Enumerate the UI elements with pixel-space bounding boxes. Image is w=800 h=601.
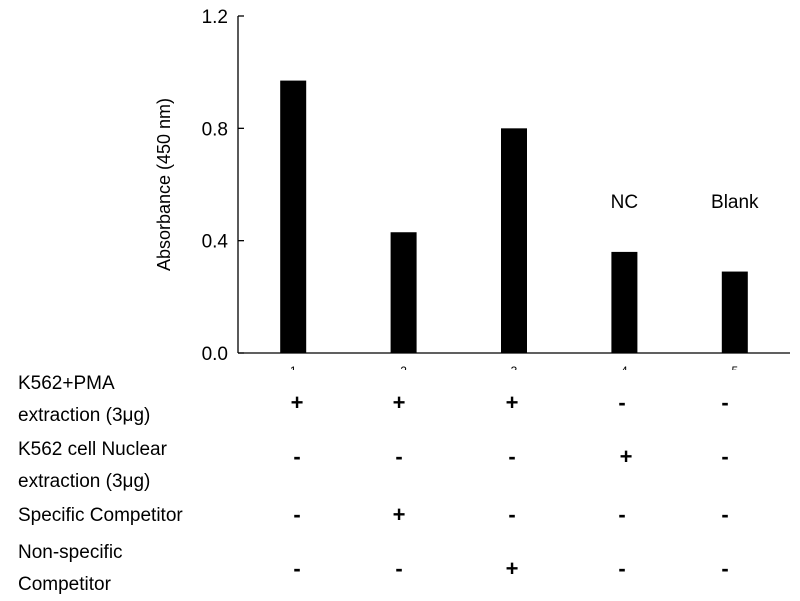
condition-label-line: K562 cell Nuclear bbox=[18, 439, 167, 460]
x-category-label: 5 bbox=[731, 364, 738, 370]
bar bbox=[721, 271, 748, 353]
condition-symbol: - bbox=[721, 444, 729, 469]
condition-symbol: + bbox=[505, 390, 519, 415]
condition-symbol: - bbox=[395, 444, 403, 469]
y-tick-label: 0.0 bbox=[202, 344, 228, 365]
condition-symbol: - bbox=[721, 390, 729, 415]
condition-symbol: - bbox=[508, 502, 516, 527]
y-tick-label: 0.8 bbox=[202, 119, 228, 140]
condition-symbol: + bbox=[505, 556, 519, 581]
condition-symbol: + bbox=[392, 390, 406, 415]
x-category-label: 2 bbox=[400, 364, 407, 370]
bar bbox=[611, 251, 638, 353]
condition-label-non-specific-competitor: Non-specific Competitor bbox=[18, 537, 123, 601]
condition-symbol: - bbox=[721, 556, 729, 581]
condition-label-line: Competitor bbox=[18, 574, 111, 595]
condition-symbol: - bbox=[721, 502, 729, 527]
condition-label-line: K562+PMA bbox=[18, 373, 115, 394]
condition-label-k562-nuclear: K562 cell Nuclear extraction (3μg) bbox=[18, 434, 167, 498]
condition-symbol: - bbox=[293, 444, 301, 469]
bar bbox=[501, 128, 527, 353]
condition-label-line: Non-specific bbox=[18, 542, 123, 563]
condition-label-line: extraction (3μg) bbox=[18, 405, 151, 426]
condition-symbol: + bbox=[392, 502, 406, 527]
bar-annotation: Blank bbox=[711, 192, 759, 213]
bar-chart: 0.0 0.4 0.8 1.2 Absorbance (450 nm) 1 2 3 4 5 NC Bl… bbox=[154, 7, 790, 370]
bar bbox=[390, 232, 417, 353]
condition-symbol: - bbox=[618, 502, 626, 527]
condition-symbol: - bbox=[508, 444, 516, 469]
condition-symbol: - bbox=[293, 556, 301, 581]
condition-symbol: - bbox=[293, 502, 301, 527]
condition-symbol: + bbox=[619, 444, 633, 469]
bar bbox=[280, 80, 307, 353]
y-tick-label: 1.2 bbox=[202, 7, 228, 28]
condition-label-line: extraction (3μg) bbox=[18, 471, 151, 492]
x-category-label: 3 bbox=[511, 364, 518, 370]
x-category-label: 4 bbox=[621, 364, 628, 370]
y-axis-title: Absorbance (450 nm) bbox=[154, 98, 174, 271]
condition-symbol: - bbox=[618, 556, 626, 581]
condition-label-k562-pma: K562+PMA extraction (3μg) bbox=[18, 368, 150, 432]
condition-symbol: + bbox=[290, 390, 304, 415]
bar-annotation: NC bbox=[611, 192, 638, 213]
x-category-label: 1 bbox=[290, 364, 297, 370]
condition-symbol: - bbox=[395, 556, 403, 581]
condition-label-specific-competitor: Specific Competitor bbox=[18, 500, 183, 532]
condition-symbol: - bbox=[618, 390, 626, 415]
y-tick-label: 0.4 bbox=[202, 232, 229, 253]
condition-label-line: Specific Competitor bbox=[18, 505, 183, 526]
